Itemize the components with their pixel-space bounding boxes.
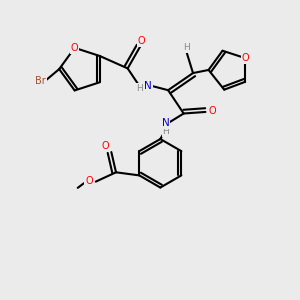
- Text: O: O: [208, 106, 216, 116]
- Text: O: O: [241, 53, 249, 63]
- Text: N: N: [162, 118, 170, 128]
- Text: H: H: [136, 84, 143, 93]
- Text: O: O: [138, 36, 146, 46]
- Text: O: O: [85, 176, 93, 186]
- Text: H: H: [162, 127, 169, 136]
- Text: H: H: [183, 44, 190, 52]
- Text: Br: Br: [35, 76, 46, 85]
- Text: O: O: [102, 142, 110, 152]
- Text: O: O: [71, 43, 79, 53]
- Text: N: N: [144, 80, 152, 91]
